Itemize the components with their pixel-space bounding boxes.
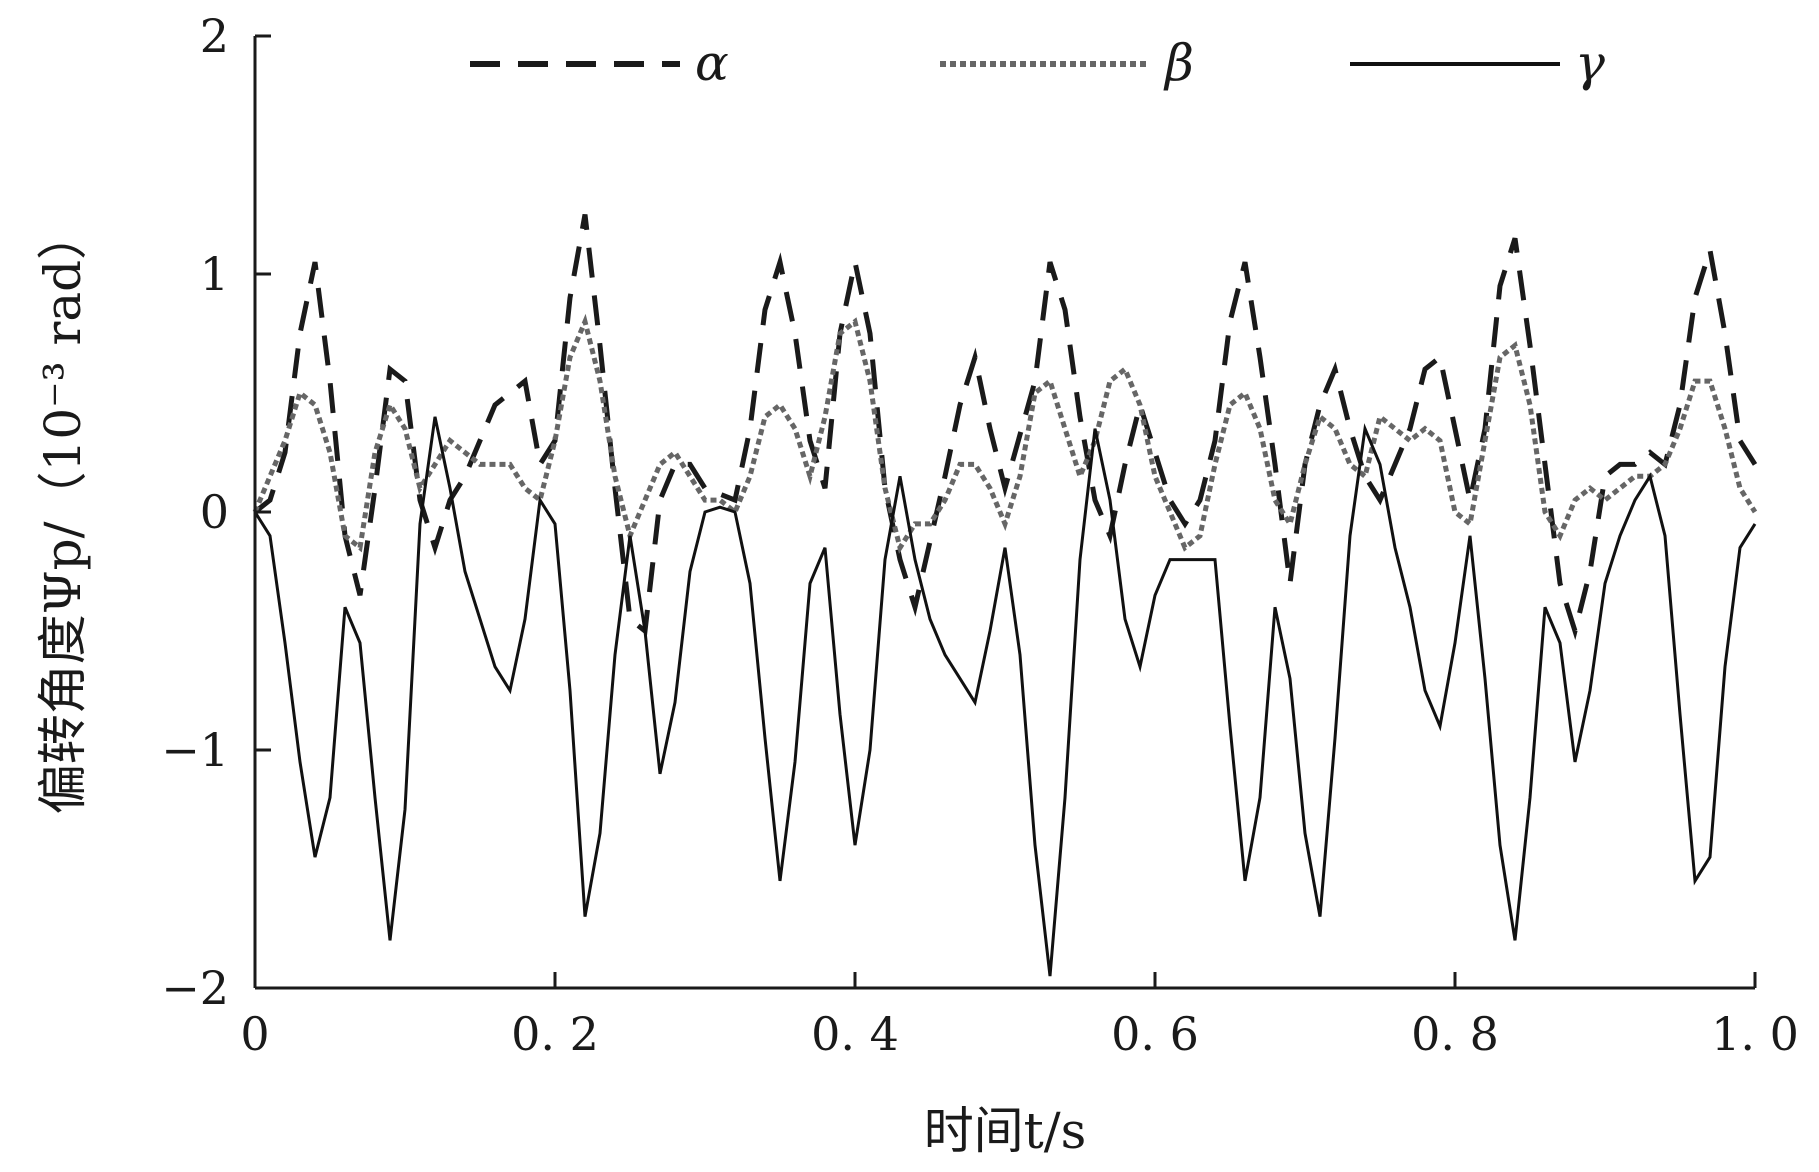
x-tick-label: 0. 8 — [1411, 1007, 1499, 1061]
y-axis-title: 偏转角度Ψp/（10⁻³ rad） — [34, 210, 92, 814]
y-tick-label: 0 — [200, 485, 229, 539]
ticks-layer: 0 0. 2 0. 4 0. 6 0. 8 1. 0 2 1 0 −1 −2 — [161, 9, 1799, 1061]
x-tick-label: 0. 6 — [1111, 1007, 1199, 1061]
legend-label: γ — [1575, 34, 1605, 92]
x-tick-label: 0 — [240, 1007, 269, 1061]
y-tick-label: −2 — [161, 961, 229, 1015]
x-axis-title: 时间t/s — [924, 1102, 1087, 1160]
x-tick-label: 0. 2 — [511, 1007, 599, 1061]
series-line-dotted — [252, 313, 1758, 554]
series-line-solid — [253, 416, 1757, 977]
y-tick-label: 1 — [200, 247, 229, 301]
x-tick-label: 1. 0 — [1711, 1007, 1799, 1061]
x-tick-label: 0. 4 — [811, 1007, 899, 1061]
axes-layer — [253, 36, 1755, 990]
legend-label: β — [1163, 34, 1194, 92]
series-layer — [252, 214, 1758, 977]
y-tick-label: 2 — [200, 9, 229, 63]
legend-label: α — [695, 34, 729, 92]
legend: α β γ — [470, 34, 1605, 92]
series-line-dashed — [253, 214, 1758, 641]
y-tick-label: −1 — [161, 723, 229, 777]
